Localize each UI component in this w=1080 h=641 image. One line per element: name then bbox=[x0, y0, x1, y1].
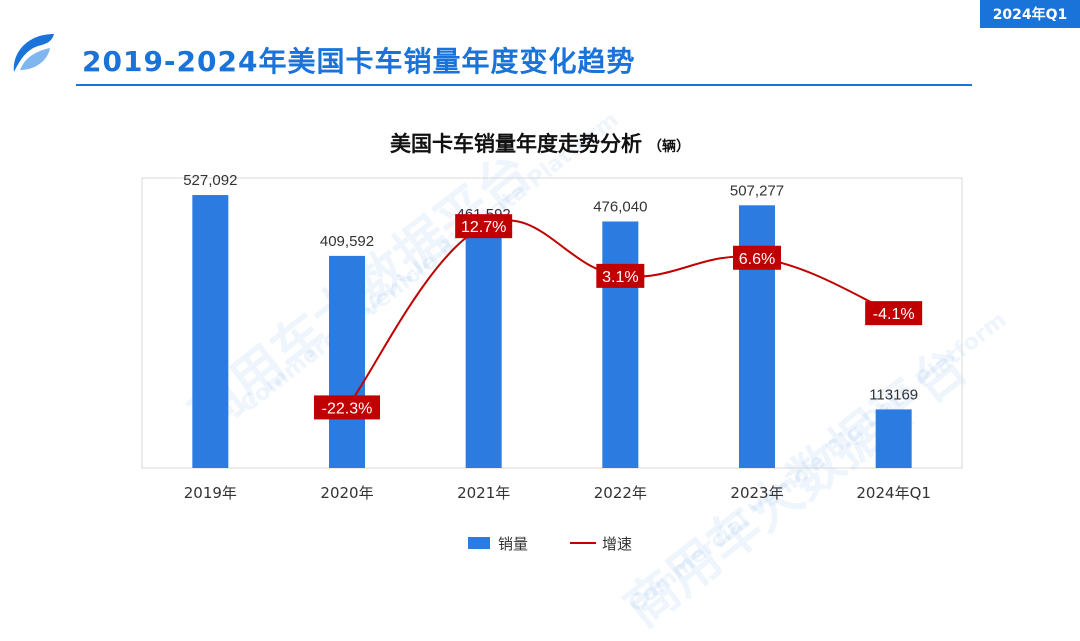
x-tick-label: 2022年 bbox=[594, 484, 647, 502]
growth-label: 3.1% bbox=[602, 269, 638, 286]
bar-value-label: 527,092 bbox=[183, 172, 237, 189]
x-tick-label: 2021年 bbox=[457, 484, 510, 502]
growth-label: 12.7% bbox=[461, 219, 506, 236]
growth-label-box bbox=[455, 214, 513, 239]
title-divider bbox=[76, 84, 972, 86]
bar bbox=[602, 221, 639, 468]
bar-value-label: 507,277 bbox=[730, 182, 784, 199]
growth-label-box bbox=[733, 245, 781, 270]
legend-swatch-bar bbox=[468, 537, 490, 549]
growth-label-box bbox=[865, 301, 923, 326]
legend-label-growth: 增速 bbox=[602, 535, 632, 553]
bar bbox=[192, 195, 229, 469]
chart: 527,0922019年409,5922020年461,5922021年476,… bbox=[141, 172, 963, 553]
bar bbox=[739, 205, 775, 468]
x-tick-label: 2020年 bbox=[320, 484, 373, 502]
bar-value-label: 113169 bbox=[869, 386, 918, 403]
bar bbox=[329, 255, 365, 468]
chart-title-block: 美国卡车销量年度走势分析 （辆） bbox=[0, 128, 1080, 158]
legend-label-sales: 销量 bbox=[498, 535, 528, 553]
bar-value-label: 409,592 bbox=[320, 233, 374, 250]
bar bbox=[465, 228, 502, 468]
period-badge: 2024年Q1 bbox=[980, 0, 1080, 28]
growth-label-box bbox=[596, 263, 645, 288]
growth-label: -22.3% bbox=[322, 400, 373, 417]
growth-label-box bbox=[314, 395, 380, 420]
logo-icon bbox=[13, 34, 54, 72]
x-tick-label: 2023年 bbox=[730, 484, 783, 502]
x-tick-label: 2024年Q1 bbox=[856, 484, 931, 502]
chart-title: 美国卡车销量年度走势分析 bbox=[390, 132, 642, 156]
x-tick-label: 2019年 bbox=[184, 484, 237, 502]
page-title: 2019-2024年美国卡车销量年度变化趋势 bbox=[82, 45, 636, 78]
growth-label: 6.6% bbox=[739, 251, 775, 268]
growth-label: -4.1% bbox=[873, 306, 915, 323]
bar-value-label: 476,040 bbox=[593, 198, 647, 215]
plot-frame bbox=[141, 177, 963, 469]
chart-unit: （辆） bbox=[648, 139, 690, 155]
bar bbox=[875, 409, 912, 468]
